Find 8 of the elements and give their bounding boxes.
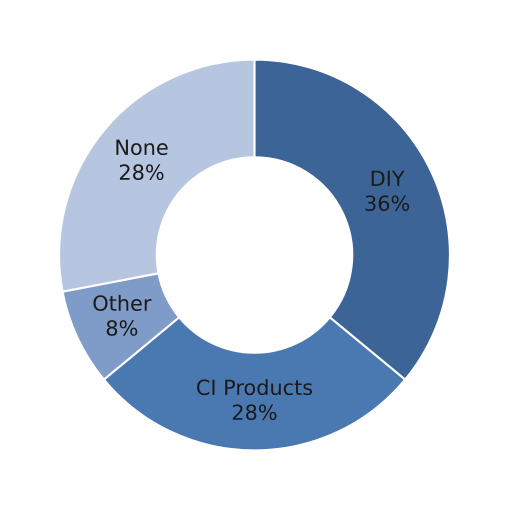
slice-label: CI Products: [197, 379, 312, 396]
data-label: 28%: [232, 404, 277, 420]
slice-label: None: [116, 140, 168, 156]
data-label: 8%: [106, 320, 138, 336]
data-label: 28%: [120, 164, 164, 180]
data-label: 36%: [366, 195, 410, 212]
slice-label: DIY: [372, 170, 405, 186]
slice-label: Other: [93, 294, 152, 312]
